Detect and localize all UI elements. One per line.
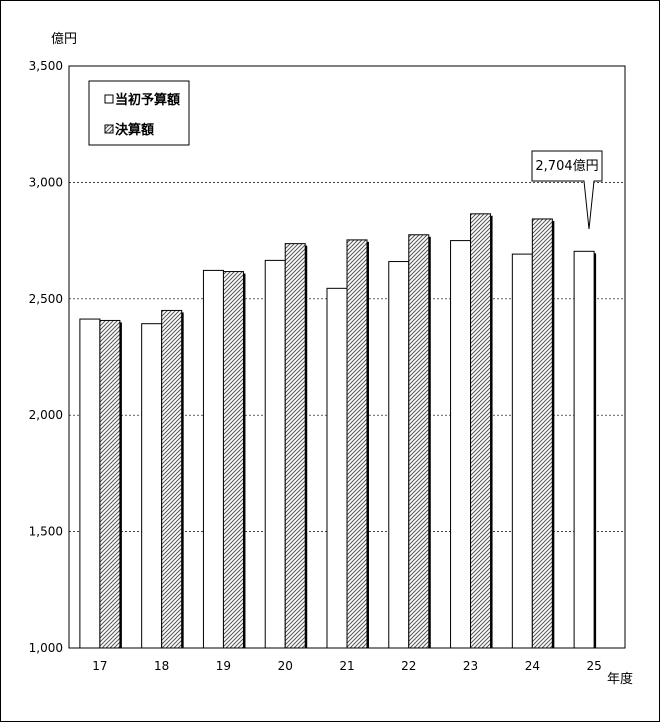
- x-tick-label: 21: [339, 659, 354, 673]
- x-tick-label: 20: [278, 659, 293, 673]
- x-axis-ticks: 17 18 19 20 21 22 23 24 25: [92, 659, 602, 673]
- x-tick-label: 19: [216, 659, 231, 673]
- legend: 当初予算額 決算額: [88, 80, 190, 146]
- bar-shadow: [594, 253, 597, 648]
- bars: [79, 213, 597, 649]
- x-tick-label: 24: [525, 659, 540, 673]
- bar-initial-budget: [202, 269, 224, 649]
- legend-swatch-initial-budget: [104, 94, 114, 104]
- bar-shadow: [243, 273, 246, 648]
- x-tick-label: 23: [463, 659, 478, 673]
- x-tick-label: 22: [401, 659, 416, 673]
- x-tick-label: 17: [92, 659, 107, 673]
- bar-shadow: [367, 241, 369, 648]
- bar-initial-budget: [141, 323, 163, 649]
- legend-label-settlement: 決算額: [115, 122, 154, 138]
- y-tick-label: 1,500: [29, 525, 63, 539]
- legend-label-initial-budget: 当初予算額: [115, 92, 180, 108]
- x-tick-label: 25: [586, 659, 601, 673]
- legend-box: [88, 80, 190, 146]
- bar-settlement: [346, 239, 368, 649]
- y-tick-label: 1,000: [29, 641, 63, 655]
- bar-settlement: [161, 309, 183, 649]
- y-axis-ticks: 1,000 1,500 2,000 2,500 3,000 3,500: [29, 59, 63, 655]
- bar-settlement: [470, 213, 492, 649]
- callout-bubble: [531, 150, 603, 230]
- bar-initial-budget: [573, 250, 595, 649]
- bar-shadow: [490, 215, 493, 648]
- x-axis-unit-label: 年度: [607, 671, 633, 687]
- bar-settlement: [222, 271, 244, 649]
- bar-shadow: [552, 220, 555, 649]
- bar-shadow: [181, 312, 184, 648]
- y-tick-label: 2,000: [29, 408, 63, 422]
- y-tick-label: 2,500: [29, 292, 63, 306]
- value-callout: 2,704億円: [531, 150, 603, 230]
- bar-shadow: [119, 322, 122, 648]
- y-tick-label: 3,000: [29, 175, 63, 189]
- bar-shadow: [305, 245, 308, 648]
- legend-swatch-settlement: [104, 124, 114, 134]
- bar-settlement: [284, 243, 306, 649]
- bar-settlement: [99, 319, 121, 649]
- bar-initial-budget: [264, 259, 286, 649]
- callout-text: 2,704億円: [535, 158, 598, 174]
- y-tick-label: 3,500: [29, 59, 63, 73]
- bar-shadow: [428, 236, 431, 648]
- bar-initial-budget: [450, 240, 472, 649]
- bar-initial-budget: [511, 253, 533, 649]
- bar-settlement: [531, 218, 553, 649]
- bar-initial-budget: [388, 261, 410, 649]
- bar-initial-budget: [79, 318, 101, 649]
- y-axis-unit-label: 億円: [51, 31, 77, 47]
- bar-initial-budget: [326, 287, 348, 649]
- bar-settlement: [408, 234, 430, 649]
- x-tick-label: 18: [154, 659, 169, 673]
